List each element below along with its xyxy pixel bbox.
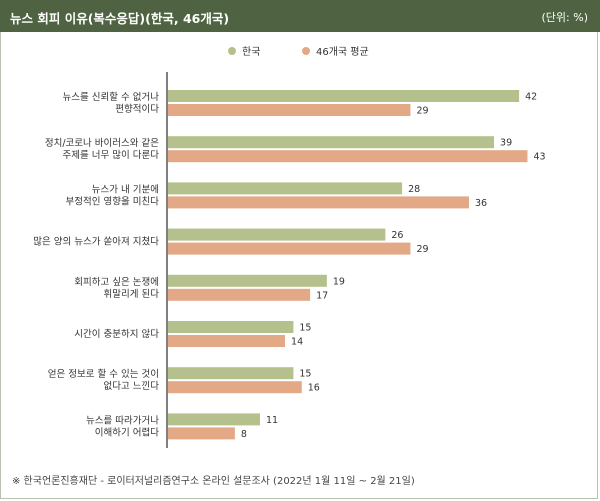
bar-korea <box>168 228 386 241</box>
chart-header: 뉴스 회피 이유(복수응답)(한국, 46개국) (단위: %) <box>0 0 600 32</box>
value-label-avg46: 29 <box>416 106 428 117</box>
value-label-korea: 15 <box>299 369 311 380</box>
bar-korea <box>168 367 294 380</box>
category-label: 시간이 충분하지 않다 <box>74 328 159 340</box>
bar-korea <box>168 182 403 195</box>
value-label-avg46: 14 <box>291 337 303 348</box>
value-label-avg46: 17 <box>316 290 328 301</box>
bar-avg46 <box>168 335 286 347</box>
value-label-avg46: 43 <box>533 152 545 163</box>
bar-korea <box>168 90 520 102</box>
bar-korea <box>168 413 260 426</box>
legend-item-avg46: 46개국 평균 <box>302 43 369 58</box>
value-label-avg46: 29 <box>416 244 428 255</box>
category-label: 뉴스를 신뢰할 수 없거나 편향적이다 <box>63 91 160 115</box>
bar-avg46 <box>168 242 411 255</box>
bar-avg46 <box>168 288 311 301</box>
legend-label-korea: 한국 <box>242 47 261 58</box>
category-label: 뉴스가 내 기분에 부정적인 영향을 미친다 <box>66 184 160 207</box>
bar-avg46 <box>168 104 411 116</box>
category-label: 많은 양의 뉴스가 쏟아져 지쳤다 <box>33 237 159 248</box>
value-label-korea: 15 <box>299 323 311 334</box>
legend-label-avg46: 46개국 평균 <box>316 47 369 58</box>
bar-korea <box>168 274 327 287</box>
category-label: 얻은 정보로 할 수 있는 것이 없다고 느낀다 <box>48 368 160 392</box>
legend: 한국 46개국 평균 <box>0 43 600 59</box>
value-label-korea: 26 <box>391 230 403 241</box>
unit-label: (단위: %) <box>541 11 588 24</box>
footnote: ※ 한국언론진흥재단 - 로이터저널리즘연구소 온라인 설문조사 (2022년 … <box>12 476 415 487</box>
value-label-korea: 11 <box>266 415 278 426</box>
value-label-korea: 19 <box>333 276 345 287</box>
category-label: 뉴스를 따라가거나 이해하기 어렵다 <box>86 415 159 438</box>
category-label: 정치/코로나 바이러스와 같은 주제를 너무 많이 다룬다 <box>45 137 159 161</box>
value-label-korea: 28 <box>408 184 420 195</box>
legend-swatch-avg46 <box>302 46 310 55</box>
value-label-korea: 39 <box>500 138 512 149</box>
chart-title: 뉴스 회피 이유(복수응답)(한국, 46개국) <box>10 11 230 26</box>
value-label-korea: 42 <box>525 92 537 103</box>
bar-avg46 <box>168 381 302 394</box>
bar-avg46 <box>168 196 469 209</box>
bar-avg46 <box>168 150 528 163</box>
legend-swatch-korea <box>228 46 236 55</box>
legend-item-korea: 한국 <box>228 43 260 58</box>
category-label: 회피하고 싶은 논쟁에 휘말리게 된다 <box>74 276 159 300</box>
bar-korea <box>168 136 495 149</box>
bar-avg46 <box>168 427 235 440</box>
value-label-avg46: 16 <box>308 383 320 394</box>
bar-korea <box>168 321 294 333</box>
value-label-avg46: 36 <box>475 198 487 209</box>
value-label-avg46: 8 <box>241 429 247 440</box>
